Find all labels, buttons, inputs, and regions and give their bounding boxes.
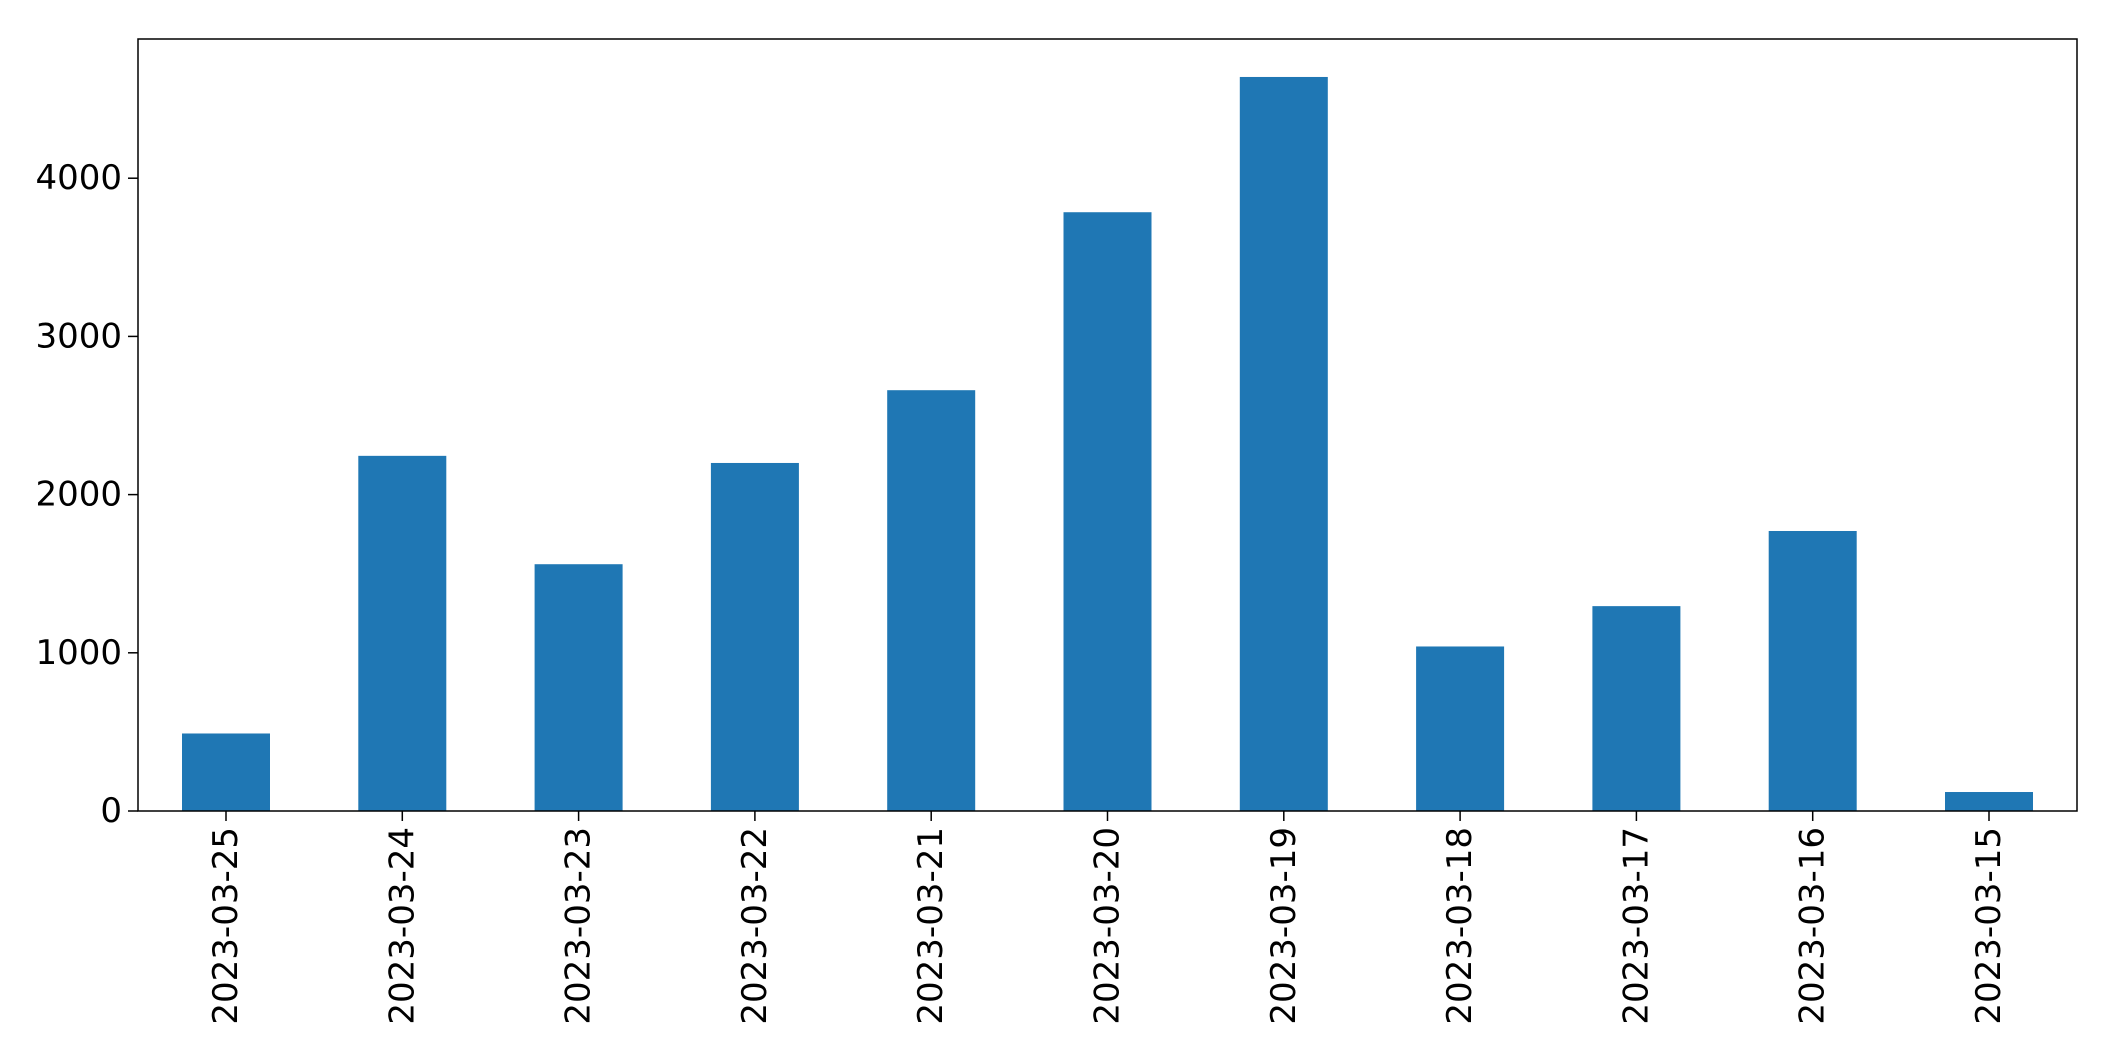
x-axis: 2023-03-25 2023-03-24 2023-03-23 2023-03-22… [206, 811, 2009, 1025]
bar-2023-03-15 [1945, 792, 2033, 811]
y-tick-label: 0 [100, 791, 122, 831]
x-tick-label: 2023-03-24 [382, 827, 422, 1025]
y-tick-label: 4000 [35, 158, 122, 198]
x-tick-label: 2023-03-23 [559, 827, 599, 1025]
bar-2023-03-17 [1592, 606, 1681, 811]
bar-2023-03-23 [534, 564, 623, 811]
x-tick-label: 2023-03-15 [1969, 827, 2009, 1025]
y-axis: 0 1000 2000 3000 4000 [35, 158, 138, 831]
bar-2023-03-25 [182, 733, 270, 811]
y-tick-label: 1000 [35, 633, 122, 673]
x-tick-label: 2023-03-21 [911, 827, 951, 1025]
plot-frame [137, 38, 2078, 812]
y-tick-label: 3000 [35, 316, 122, 356]
x-tick-label: 2023-03-16 [1793, 827, 1833, 1025]
x-tick-label: 2023-03-19 [1264, 827, 1304, 1025]
bar-2023-03-24 [358, 455, 447, 811]
x-tick-label: 2023-03-17 [1616, 827, 1656, 1025]
bar-2023-03-22 [710, 462, 799, 811]
x-tick-label: 2023-03-22 [735, 827, 775, 1025]
bar-2023-03-19 [1239, 76, 1328, 811]
bar-2023-03-21 [887, 390, 976, 811]
bar-2023-03-16 [1768, 530, 1857, 811]
bars-group [182, 76, 2033, 811]
bar-2023-03-20 [1063, 212, 1152, 811]
y-tick-label: 2000 [35, 475, 122, 515]
bar-2023-03-18 [1416, 646, 1505, 811]
x-tick-label: 2023-03-20 [1088, 827, 1128, 1025]
x-tick-label: 2023-03-25 [206, 827, 246, 1025]
x-tick-label: 2023-03-18 [1440, 827, 1480, 1025]
